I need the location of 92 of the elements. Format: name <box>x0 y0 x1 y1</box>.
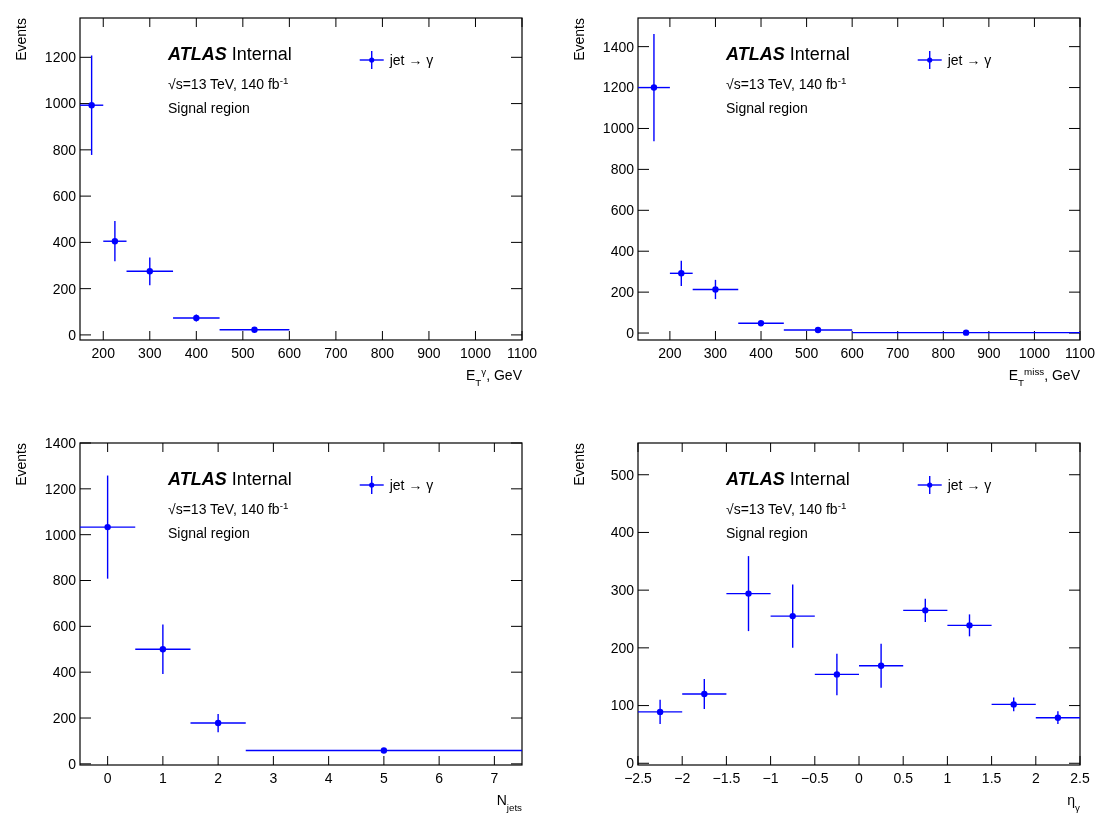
y-tick-label: 0 <box>68 326 77 343</box>
x-tick-label: 1.5 <box>981 770 1002 786</box>
y-axis-title: Events <box>571 18 587 61</box>
x-tick-label: 1100 <box>506 345 538 361</box>
y-tick-label: 400 <box>610 243 635 260</box>
x-tick-label: 300 <box>703 345 728 361</box>
y-tick-label: 300 <box>610 582 635 599</box>
x-tick-label: 500 <box>231 345 255 361</box>
x-tick-label: 900 <box>417 345 441 361</box>
x-tick-label: 900 <box>977 345 1001 361</box>
y-axis-title: Events <box>571 443 587 486</box>
x-tick-label: 1 <box>158 770 167 786</box>
x-tick-label: 0 <box>855 770 864 786</box>
y-tick-label: 200 <box>52 709 77 726</box>
annotation: ATLAS Internal <box>167 469 292 489</box>
x-tick-label: −2 <box>674 770 691 786</box>
annotation: √s=13 TeV, 140 fb$^{-1}$ <box>168 499 289 517</box>
x-axis-title: η$_{γ}$ <box>1067 792 1081 813</box>
x-tick-label: 6 <box>435 770 444 786</box>
legend-label: jet → γ <box>946 476 992 493</box>
annotation: Signal region <box>726 525 808 541</box>
y-tick-label: 400 <box>52 664 77 681</box>
x-tick-label: 300 <box>138 345 162 361</box>
y-axis-title: Events <box>13 18 29 61</box>
annotation: ATLAS Internal <box>167 44 292 64</box>
x-tick-label: 800 <box>931 345 956 361</box>
x-tick-label: 3 <box>269 770 278 786</box>
x-tick-label: 500 <box>794 345 819 361</box>
y-axis-title: Events <box>13 443 29 486</box>
y-tick-label: 0 <box>626 755 635 772</box>
x-tick-label: 1000 <box>1018 345 1051 361</box>
x-tick-label: 700 <box>886 345 910 361</box>
x-tick-label: 600 <box>840 345 865 361</box>
y-tick-label: 200 <box>52 280 77 297</box>
x-tick-label: 7 <box>490 770 499 786</box>
y-tick-label: 0 <box>626 324 635 341</box>
x-tick-label: −2.5 <box>624 770 653 786</box>
x-tick-label: 200 <box>91 345 116 361</box>
annotation: Signal region <box>168 525 250 541</box>
x-tick-label: 5 <box>379 770 388 786</box>
y-tick-label: 200 <box>610 639 635 656</box>
x-tick-label: 2.5 <box>1070 770 1090 786</box>
x-tick-label: 1 <box>943 770 952 786</box>
y-tick-label: 100 <box>610 697 635 714</box>
legend-label: jet → γ <box>388 51 434 68</box>
y-tick-label: 1000 <box>44 95 77 112</box>
x-tick-label: 700 <box>324 345 348 361</box>
x-tick-label: 400 <box>184 345 209 361</box>
y-tick-label: 1000 <box>602 120 635 137</box>
legend-label: jet → γ <box>946 51 992 68</box>
x-tick-label: 600 <box>277 345 302 361</box>
x-axis-title: N$_{jets}$ <box>496 792 523 813</box>
y-tick-label: 600 <box>610 202 635 219</box>
x-tick-label: 200 <box>658 345 682 361</box>
annotation: Signal region <box>168 100 250 116</box>
x-tick-label: 1000 <box>459 345 492 361</box>
x-tick-label: 2 <box>214 770 223 786</box>
y-tick-label: 200 <box>610 284 635 301</box>
annotation: ATLAS Internal <box>725 469 850 489</box>
y-tick-label: 1200 <box>44 49 77 66</box>
y-tick-label: 400 <box>610 524 635 541</box>
x-tick-label: 800 <box>370 345 395 361</box>
annotation: √s=13 TeV, 140 fb$^{-1}$ <box>726 499 847 517</box>
x-tick-label: 1100 <box>1064 345 1096 361</box>
annotation: √s=13 TeV, 140 fb$^{-1}$ <box>168 74 289 92</box>
x-tick-label: 400 <box>749 345 773 361</box>
x-tick-label: 0.5 <box>893 770 914 786</box>
y-tick-label: 400 <box>52 234 77 251</box>
y-tick-label: 600 <box>52 188 77 205</box>
legend-label: jet → γ <box>388 476 434 493</box>
y-tick-label: 1200 <box>44 480 77 497</box>
x-tick-label: 0 <box>103 770 112 786</box>
x-tick-label: 4 <box>324 770 333 786</box>
y-tick-label: 800 <box>610 161 635 178</box>
x-tick-label: 2 <box>1031 770 1040 786</box>
y-tick-label: 800 <box>52 141 77 158</box>
annotation: Signal region <box>726 100 808 116</box>
x-tick-label: −0.5 <box>800 770 829 786</box>
x-axis-title: E$_{T}$$^{miss}$, GeV <box>1008 365 1081 388</box>
y-tick-label: 1200 <box>602 79 635 96</box>
x-axis-title: E$_{T}$$^{γ}$, GeV <box>465 365 523 388</box>
y-tick-label: 1400 <box>44 434 77 451</box>
y-tick-label: 500 <box>610 466 635 483</box>
y-tick-label: 800 <box>52 572 77 589</box>
y-tick-label: 600 <box>52 618 77 635</box>
y-tick-label: 0 <box>68 755 77 772</box>
x-tick-label: −1.5 <box>712 770 741 786</box>
y-tick-label: 1400 <box>602 38 635 55</box>
x-tick-label: −1 <box>762 770 779 786</box>
y-tick-label: 1000 <box>44 526 77 543</box>
annotation: ATLAS Internal <box>725 44 850 64</box>
annotation: √s=13 TeV, 140 fb$^{-1}$ <box>726 74 847 92</box>
